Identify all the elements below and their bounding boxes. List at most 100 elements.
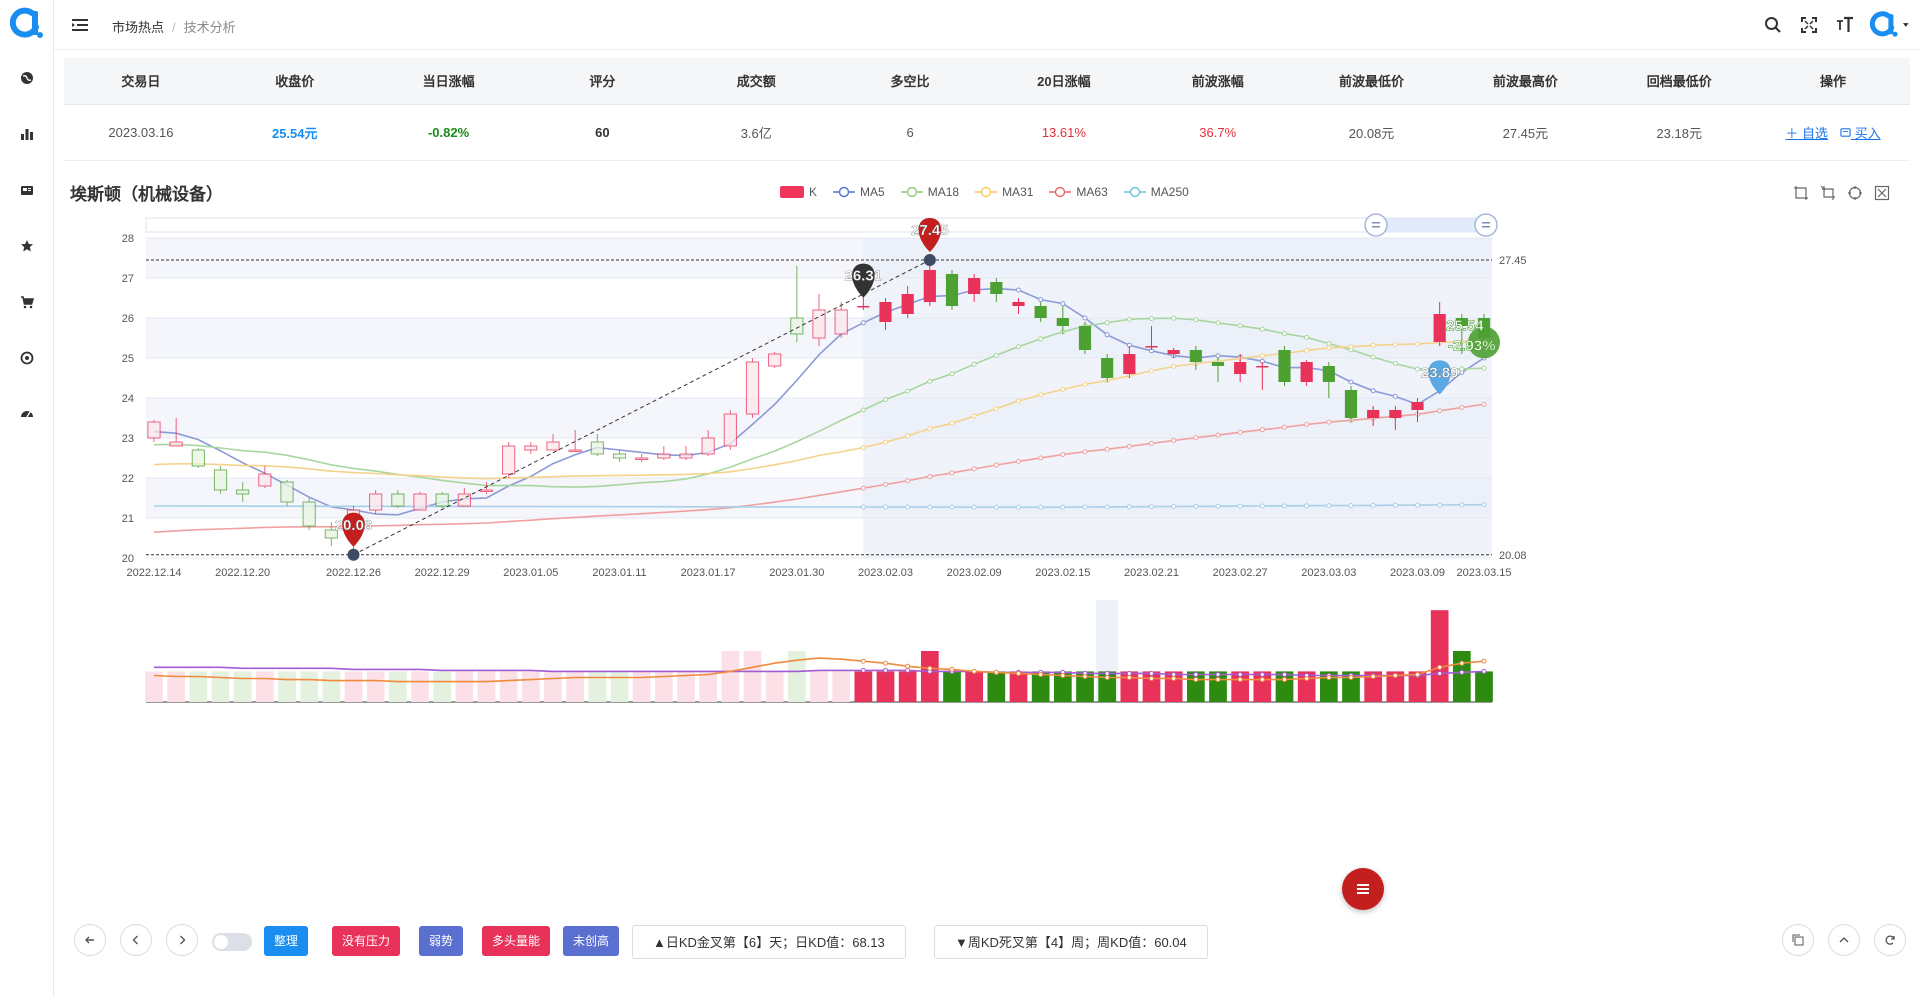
- x-tick-label: 2023.02.09: [947, 567, 1002, 579]
- candle-body: [1300, 362, 1313, 382]
- volume-bar: [1364, 671, 1383, 702]
- candle-body: [768, 353, 782, 367]
- tag-no-pressure[interactable]: 没有压力: [332, 926, 401, 956]
- volume-bar: [1031, 671, 1050, 702]
- cell-prev-low: 20.08元: [1294, 104, 1449, 161]
- candle-body: [923, 270, 936, 302]
- volume-bar: [566, 671, 585, 702]
- candle-body: [147, 421, 161, 439]
- candle: [147, 420, 161, 442]
- menu-toggle-icon[interactable]: [70, 15, 90, 35]
- ma-point: [1348, 502, 1354, 508]
- legend-ma31-label: MA31: [1002, 185, 1034, 199]
- candle-body: [258, 473, 272, 487]
- ma-point: [1149, 315, 1154, 321]
- toggle-knob: [214, 935, 228, 949]
- volume-ma-point: [1104, 670, 1110, 676]
- ma-point: [1038, 392, 1044, 398]
- news-icon[interactable]: [17, 180, 37, 200]
- ma-point: [1060, 386, 1066, 392]
- save-image-icon[interactable]: [1874, 185, 1890, 201]
- volume-bar: [1408, 671, 1427, 702]
- candle: [790, 266, 804, 342]
- chart-menu-button[interactable]: [1342, 868, 1384, 910]
- volume-bar: [1053, 671, 1072, 702]
- refresh-button[interactable]: [1874, 924, 1906, 956]
- scroll-top-button[interactable]: [1828, 924, 1860, 956]
- ma-point: [1149, 368, 1154, 374]
- candle: [1300, 360, 1313, 386]
- ma-point: [1259, 326, 1265, 332]
- prev-button[interactable]: [120, 924, 152, 956]
- app-logo[interactable]: [9, 7, 44, 41]
- volume-bar: [743, 651, 762, 702]
- candle: [723, 410, 737, 450]
- ma-point: [971, 361, 977, 367]
- candle-body: [324, 529, 338, 539]
- globe-icon[interactable]: [17, 68, 37, 88]
- tag-bull-volume[interactable]: 多头量能: [482, 926, 551, 956]
- candle: [1278, 346, 1291, 386]
- tag-consolidate[interactable]: 整理: [264, 926, 309, 956]
- volume-bar: [167, 671, 186, 702]
- breadcrumb-root[interactable]: 市场热点: [112, 20, 165, 35]
- tag-weak[interactable]: 弱势: [419, 926, 464, 956]
- target-icon[interactable]: [17, 348, 37, 368]
- copy-button[interactable]: [1782, 924, 1814, 956]
- volume-bar: [278, 671, 296, 702]
- bar-chart-icon[interactable]: [17, 124, 37, 144]
- header-ratio: 多空比: [833, 58, 987, 105]
- x-tick-label: 2023.02.03: [858, 567, 913, 579]
- header-close: 收盘价: [217, 58, 372, 105]
- dashboard-icon[interactable]: [17, 404, 37, 424]
- tag-no-new-high[interactable]: 未创高: [563, 926, 620, 956]
- candle: [369, 490, 383, 514]
- legend-k[interactable]: K: [780, 185, 817, 199]
- legend-ma18[interactable]: MA18: [900, 185, 959, 199]
- trend-anchor: [347, 548, 360, 561]
- star-icon[interactable]: [17, 236, 37, 256]
- x-tick-label: 2022.12.26: [326, 567, 381, 579]
- ma-point: [905, 504, 911, 510]
- kline-chart[interactable]: 20 21 22 23 24 25 26 27 28 2022.12.14 2022.12.20 20…: [54, 200, 1920, 860]
- y-tick-label: 28: [122, 233, 134, 245]
- ma-point: [1104, 446, 1110, 452]
- candle-body: [1234, 362, 1247, 374]
- candle: [901, 286, 914, 318]
- legend-ma5[interactable]: MA5: [833, 185, 885, 199]
- volume-bar: [145, 671, 163, 702]
- volume-ma-point: [927, 665, 933, 671]
- legend-ma250[interactable]: MA250: [1123, 185, 1189, 199]
- user-avatar[interactable]: [1870, 8, 1910, 42]
- add-watchlist-link[interactable]: ＋ 自选: [1785, 125, 1829, 141]
- legend-ma63-swatch: [1049, 186, 1072, 198]
- candle-body: [790, 317, 804, 335]
- legend-ma31[interactable]: MA31: [975, 185, 1033, 199]
- zoom-select-icon[interactable]: [1793, 185, 1809, 201]
- volume-ma-point: [1437, 664, 1443, 670]
- ma-point: [1126, 443, 1132, 449]
- zoom-reset-icon[interactable]: [1820, 185, 1836, 201]
- candle-body: [1278, 350, 1291, 382]
- zoom-slider-window: [1376, 218, 1486, 232]
- price-hline-label: 27.45: [1499, 255, 1527, 267]
- buy-link[interactable]: 买入: [1840, 126, 1881, 141]
- ma-point: [1060, 301, 1066, 307]
- candle-body: [236, 489, 250, 495]
- restore-icon[interactable]: [1847, 185, 1863, 201]
- zoom-slider-handle: [1474, 213, 1498, 237]
- next-button[interactable]: [166, 924, 198, 956]
- ma-point: [1215, 503, 1221, 509]
- volume-ma-point: [1215, 677, 1221, 683]
- fullscreen-icon[interactable]: [1798, 14, 1820, 36]
- search-icon[interactable]: [1762, 14, 1784, 36]
- toggle-switch[interactable]: [212, 933, 252, 951]
- legend-ma63[interactable]: MA63: [1049, 185, 1108, 199]
- volume-bar: [1319, 671, 1338, 702]
- back-button[interactable]: [74, 924, 106, 956]
- volume-bar: [433, 671, 452, 702]
- ma-point: [1082, 381, 1088, 387]
- volume-bar: [721, 651, 740, 702]
- cart-icon[interactable]: [17, 292, 37, 312]
- font-size-icon[interactable]: [1834, 14, 1856, 36]
